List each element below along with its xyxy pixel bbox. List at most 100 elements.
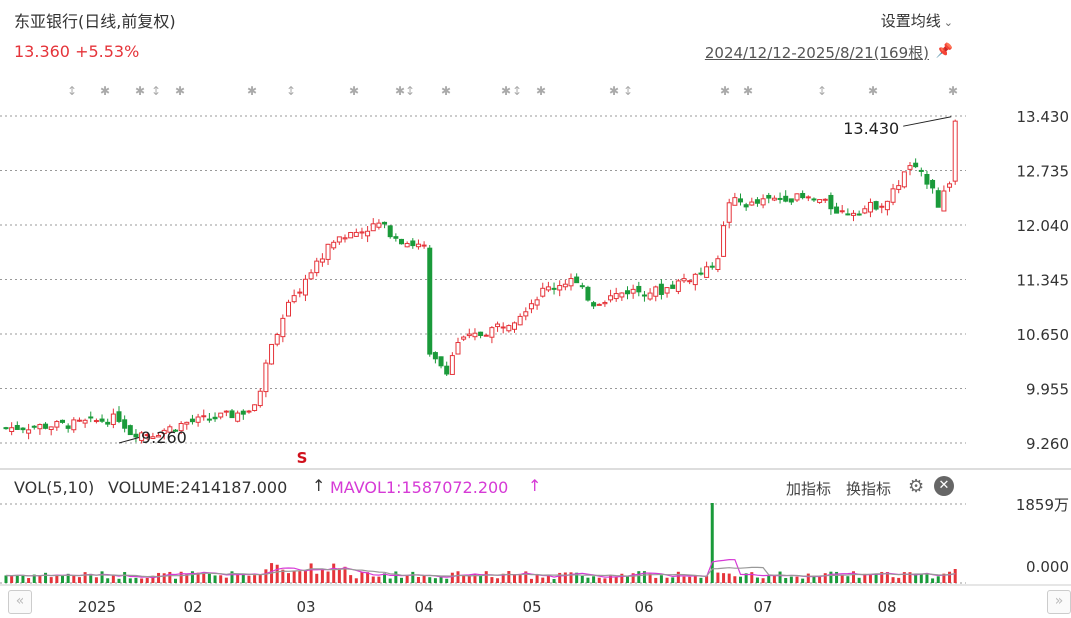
volume-bar (529, 578, 533, 583)
volume-bar (592, 576, 596, 583)
volume-bar (575, 572, 579, 583)
volume-bar (535, 574, 539, 583)
candle-body (365, 230, 371, 237)
volume-bar (648, 573, 652, 583)
min-label: 9.260 (141, 428, 187, 447)
mavol1-line (5, 558, 956, 579)
y-tick-label: 9.955 (1026, 381, 1069, 399)
volume-bar (501, 573, 505, 583)
swap-indicator-button[interactable]: 换指标 (846, 480, 892, 498)
candle-body (336, 236, 342, 243)
volume-bar (258, 574, 262, 583)
candle-body (195, 416, 201, 423)
volume-bar (10, 575, 14, 583)
gear-icon[interactable]: ⚙ (908, 476, 925, 497)
volume-bar (846, 576, 850, 583)
candle-body (54, 421, 60, 428)
volume-bar (89, 573, 93, 583)
ma-settings-button[interactable]: 设置均线 ⌄ (881, 10, 953, 31)
candle-body (252, 404, 258, 412)
add-indicator-button[interactable]: 加指标 (786, 480, 832, 498)
volume-bar (303, 570, 307, 583)
volume-bar (445, 578, 449, 583)
scroll-left-button[interactable]: « (8, 590, 32, 614)
volume-bar (541, 577, 545, 583)
volume-bar (343, 566, 347, 583)
volume-bar (936, 576, 940, 583)
volume-bar (337, 568, 341, 583)
candle-body (523, 311, 529, 317)
volume-bar (931, 578, 935, 583)
candle-body (653, 286, 659, 297)
candle-body (99, 418, 105, 422)
mavol-up-arrow-icon: ↑ (528, 476, 542, 495)
volume-up-arrow-icon: ↑ (312, 476, 326, 495)
close-icon[interactable]: ✕ (934, 476, 954, 496)
candle-body (630, 288, 636, 294)
date-range[interactable]: 2024/12/12-2025/8/21(169根) (704, 44, 929, 62)
candle-body (223, 410, 229, 413)
candle-body (319, 258, 325, 263)
candle-body (65, 425, 71, 429)
volume-bar (772, 575, 776, 583)
y-tick-label: 12.735 (1017, 163, 1070, 181)
volume-bar (868, 574, 872, 583)
volume-bar (467, 575, 471, 583)
volume-bar (897, 577, 901, 583)
volume-bar (806, 573, 810, 583)
candle-body (376, 222, 382, 228)
candle-body (415, 243, 421, 248)
candle-body (201, 415, 207, 418)
mavol-value: MAVOL1:1587072.200 (330, 478, 509, 497)
candle-body (845, 213, 851, 216)
volume-bar (507, 571, 511, 583)
volume-bar (202, 572, 206, 583)
volume-bar (140, 578, 144, 583)
indicator-name[interactable]: VOL(5,10) (14, 478, 95, 497)
scroll-right-button[interactable]: » (1047, 590, 1071, 614)
candle-body (43, 423, 49, 429)
event-marker-icon: ✱ (868, 84, 878, 98)
mavol2-line (5, 566, 956, 578)
candle-body (641, 294, 647, 297)
volume-bar (490, 577, 494, 583)
volume-bar (77, 577, 81, 583)
candle-body (574, 276, 580, 284)
candle-body (127, 425, 133, 436)
candle-body (930, 179, 936, 189)
pin-icon[interactable]: 📌 (935, 43, 953, 59)
candle-body (325, 243, 331, 260)
candle-body (681, 278, 687, 282)
volume-bar (456, 571, 460, 583)
volume-bar (123, 572, 127, 583)
candle-body (280, 317, 286, 338)
candle-body (483, 334, 489, 337)
candle-body (687, 280, 693, 283)
candle-body (133, 433, 139, 438)
volume-bar (739, 576, 742, 583)
candle-body (116, 411, 122, 422)
volume-bar (818, 576, 822, 583)
event-marker-icon: ↕ (286, 84, 296, 98)
volume-bar (94, 577, 98, 583)
candle-body (387, 225, 393, 238)
volume-bar (405, 575, 409, 583)
x-tick-label: 2025 (78, 598, 116, 616)
candle-body (218, 412, 224, 418)
event-marker-icon: ✱ (948, 84, 958, 98)
volume-bar (298, 571, 302, 583)
volume-bar (603, 578, 607, 583)
candle-body (410, 240, 416, 247)
volume-bar (377, 576, 381, 583)
candle-body (568, 278, 574, 287)
event-marker-icon: ✱ (175, 84, 185, 98)
candle-body (438, 356, 444, 367)
volume-bar (219, 575, 223, 583)
volume-bar (388, 578, 392, 583)
ma-settings-label: 设置均线 (880, 12, 941, 30)
candle-body (178, 422, 184, 432)
event-marker-icon: ↕ (67, 84, 77, 98)
candle-body (766, 194, 772, 199)
candle-body (189, 418, 195, 423)
